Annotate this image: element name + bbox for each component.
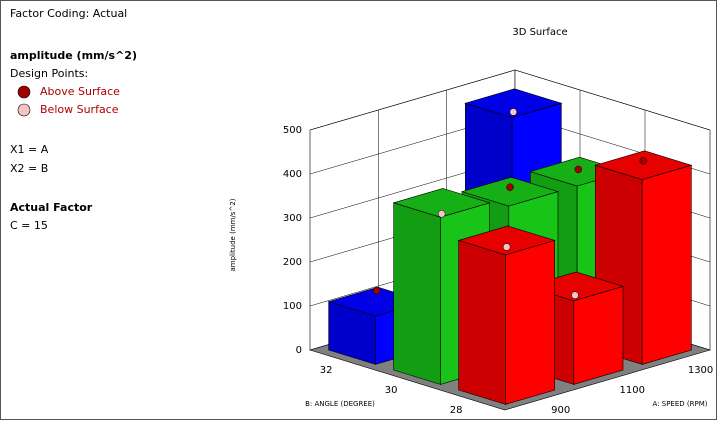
grid-line (309, 69, 711, 131)
design-point (506, 183, 514, 191)
bar-top (464, 88, 563, 118)
legend-marker (17, 103, 31, 117)
bar-side (573, 285, 624, 385)
x-tick-label: 1100 (620, 385, 645, 396)
design-point (509, 108, 518, 116)
response-title: amplitude (mm/s^2) (10, 49, 137, 62)
factor-coding: Factor Coding: Actual (10, 7, 127, 20)
bar-top (594, 150, 693, 180)
design-point (502, 243, 511, 251)
actual-factor-title: Actual Factor (10, 201, 93, 214)
bar-top (392, 188, 491, 218)
design-point (639, 157, 648, 165)
y-tick-label: 32 (320, 365, 333, 376)
bar-top (457, 225, 556, 256)
legend-marker (17, 85, 31, 99)
bar-side (458, 239, 506, 405)
x-tick-label: 1300 (688, 365, 713, 376)
chart-title: 3D Surface (512, 27, 567, 38)
z-axis-label: amplitude (mm/s^2) (229, 198, 237, 271)
bar-top (460, 176, 560, 207)
design-point (372, 286, 381, 295)
actual-factor: C = 15 (10, 219, 48, 232)
z-tick-label: 200 (283, 257, 302, 268)
design-point (574, 165, 583, 174)
design-points-label: Design Points: (10, 67, 88, 80)
z-tick-label: 300 (283, 213, 302, 224)
x-tick-label: 900 (551, 405, 570, 416)
z-tick-label: 500 (283, 125, 302, 136)
z-tick-label: 100 (283, 301, 302, 312)
y-axis-label: B: ANGLE (DEGREE) (305, 400, 375, 408)
bar-side (505, 239, 555, 405)
z-tick-label: 400 (283, 169, 302, 180)
bar-side (641, 164, 692, 365)
y-tick-label: 30 (385, 385, 398, 396)
factor-map: X2 = B (10, 162, 48, 175)
z-tick-label: 0 (296, 345, 302, 356)
factor-map: X1 = A (10, 143, 49, 156)
legend-label: Above Surface (40, 85, 120, 98)
y-tick-label: 28 (450, 405, 463, 416)
design-point (437, 210, 446, 218)
legend-label: Below Surface (40, 103, 119, 116)
bar (457, 225, 556, 405)
bar-side (393, 202, 441, 385)
design-point (571, 291, 579, 299)
x-axis-label: A: SPEED (RPM) (653, 400, 708, 408)
